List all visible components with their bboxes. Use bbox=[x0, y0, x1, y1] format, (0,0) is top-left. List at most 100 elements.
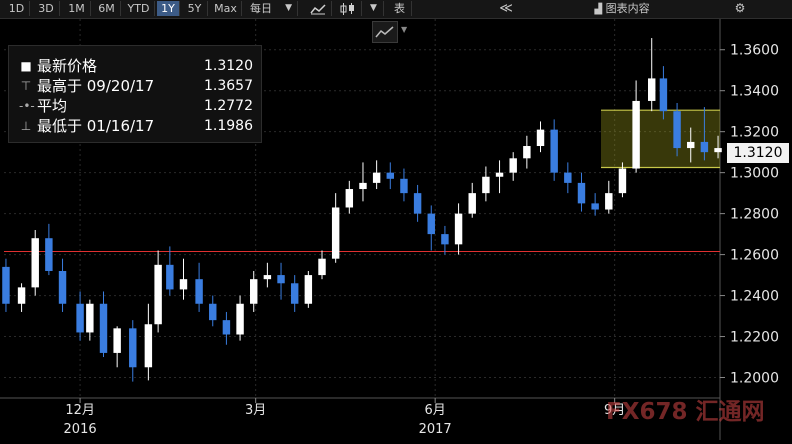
chart-content-icon: ▟ bbox=[594, 4, 603, 15]
legend-value: 1.3120 bbox=[204, 58, 253, 74]
candle-body bbox=[236, 303, 244, 335]
candle-body bbox=[700, 141, 709, 153]
candle-body bbox=[632, 100, 640, 169]
legend-value: 1.2772 bbox=[204, 98, 253, 114]
toolbar: 1D 3D 1M 6M YTD 1Y 5Y Max 每日 ▼ ▼ 表 ≪ ▟ 图… bbox=[0, 0, 792, 19]
candle-body bbox=[359, 182, 367, 190]
line-style-icon[interactable] bbox=[372, 21, 398, 43]
y-tick-label: 1.2600 bbox=[730, 248, 779, 264]
candle-body bbox=[331, 207, 340, 259]
table-button[interactable]: 表 bbox=[388, 1, 412, 16]
y-tick-label: 1.2800 bbox=[730, 207, 779, 223]
candle-body bbox=[277, 275, 285, 284]
collapse-icon[interactable]: ≪ bbox=[499, 1, 513, 16]
candle-body bbox=[482, 176, 490, 194]
candle-body bbox=[304, 275, 313, 304]
candle-body bbox=[129, 328, 137, 368]
legend: ■ 最新价格 1.3120 ⊤ 最高于 09/20/17 1.3657 -•- … bbox=[8, 45, 262, 143]
average-marker-icon: -•- bbox=[19, 99, 35, 113]
channel-fill bbox=[600, 110, 720, 168]
candle-body bbox=[76, 303, 84, 333]
line-style-dropdown-icon[interactable]: ▼ bbox=[401, 25, 408, 34]
candle-body bbox=[591, 203, 599, 210]
candle-body bbox=[714, 148, 722, 153]
candle-body bbox=[564, 172, 572, 183]
period-1y-button[interactable]: 1Y bbox=[157, 1, 180, 16]
candle-body bbox=[413, 193, 422, 214]
legend-value: 1.3657 bbox=[204, 78, 253, 94]
candle-body bbox=[195, 279, 203, 304]
legend-label: 最低于 01/16/17 bbox=[37, 117, 155, 135]
y-tick-label: 1.2400 bbox=[730, 289, 779, 305]
x-tick-label: 6月 bbox=[425, 403, 446, 418]
candle-body bbox=[400, 178, 408, 194]
chart-content-label: 图表内容 bbox=[605, 2, 650, 15]
candle-body bbox=[263, 275, 272, 280]
candle-body bbox=[577, 182, 586, 204]
chevron-down-icon: ▼ bbox=[285, 3, 292, 13]
chart-content-button[interactable]: ▟ 图表内容 bbox=[572, 1, 672, 16]
y-tick-label: 1.3400 bbox=[730, 84, 779, 100]
candle-body bbox=[550, 129, 558, 173]
legend-row: ⊥ 最低于 01/16/17 1.1986 bbox=[9, 116, 263, 136]
candle-body bbox=[659, 78, 668, 112]
channel bbox=[600, 109, 720, 169]
period-6m-button[interactable]: 6M bbox=[93, 1, 121, 16]
candle-body bbox=[673, 111, 681, 149]
candle-body bbox=[605, 193, 613, 210]
legend-label: 最高于 09/20/17 bbox=[37, 77, 155, 95]
candles bbox=[2, 38, 722, 382]
x-tick-label: 9月 bbox=[604, 403, 625, 418]
candle-body bbox=[222, 320, 231, 335]
legend-value: 1.1986 bbox=[204, 118, 253, 134]
low-marker-icon: ⊥ bbox=[20, 119, 32, 133]
legend-row: ■ 最新价格 1.3120 bbox=[9, 56, 263, 76]
candle-body bbox=[290, 283, 299, 304]
candle-body bbox=[31, 238, 39, 288]
legend-row: ⊤ 最高于 09/20/17 1.3657 bbox=[9, 76, 263, 96]
y-tick-label: 1.2200 bbox=[730, 330, 779, 346]
candle-body bbox=[536, 129, 545, 147]
frequency-label: 每日 bbox=[250, 2, 272, 15]
last-price-tag: 1.3120 bbox=[727, 143, 789, 163]
gear-icon[interactable]: ⚙ bbox=[734, 1, 746, 15]
legend-label: 平均 bbox=[37, 97, 68, 115]
chart-type-dropdown-icon[interactable]: ▼ bbox=[364, 1, 384, 16]
x-tick-label: 3月 bbox=[245, 403, 266, 418]
candle-body bbox=[509, 158, 517, 173]
candle-body bbox=[144, 324, 153, 368]
candle-body bbox=[372, 172, 381, 183]
period-5y-button[interactable]: 5Y bbox=[182, 1, 208, 16]
line-chart-icon[interactable] bbox=[304, 1, 332, 16]
candle-body bbox=[523, 146, 531, 159]
candle-body bbox=[318, 258, 326, 276]
candle-body bbox=[58, 270, 67, 304]
square-icon: ■ bbox=[20, 59, 32, 73]
y-tick-label: 1.2000 bbox=[730, 371, 779, 387]
y-tick-label: 1.3600 bbox=[730, 43, 779, 59]
candle-body bbox=[209, 303, 217, 321]
frequency-dropdown[interactable]: 每日 ▼ bbox=[246, 1, 298, 16]
legend-row: -•- 平均 1.2772 bbox=[9, 96, 263, 116]
period-1m-button[interactable]: 1M bbox=[63, 1, 91, 16]
x-year-label: 2016 bbox=[64, 422, 97, 437]
x-axis: 12月 3月 6月 9月 2016 2017 bbox=[64, 398, 625, 437]
candle-body bbox=[687, 141, 695, 149]
candle-body bbox=[618, 168, 627, 194]
y-tick-label: 1.3200 bbox=[730, 125, 779, 141]
candle-body bbox=[86, 303, 94, 333]
candle-body bbox=[427, 213, 435, 235]
candle-body bbox=[166, 264, 174, 290]
candle-body bbox=[386, 172, 395, 179]
period-ytd-button[interactable]: YTD bbox=[123, 1, 155, 16]
candle-body bbox=[495, 172, 504, 177]
candle-body bbox=[441, 234, 449, 245]
period-1d-button[interactable]: 1D bbox=[4, 1, 30, 16]
period-max-button[interactable]: Max bbox=[210, 1, 242, 16]
candle-body bbox=[154, 264, 162, 325]
watermark: FX678 汇通网 bbox=[606, 399, 765, 425]
period-3d-button[interactable]: 3D bbox=[33, 1, 60, 16]
candle-body bbox=[99, 303, 108, 353]
candlestick-icon[interactable] bbox=[334, 1, 362, 16]
high-marker-icon: ⊤ bbox=[20, 79, 32, 93]
